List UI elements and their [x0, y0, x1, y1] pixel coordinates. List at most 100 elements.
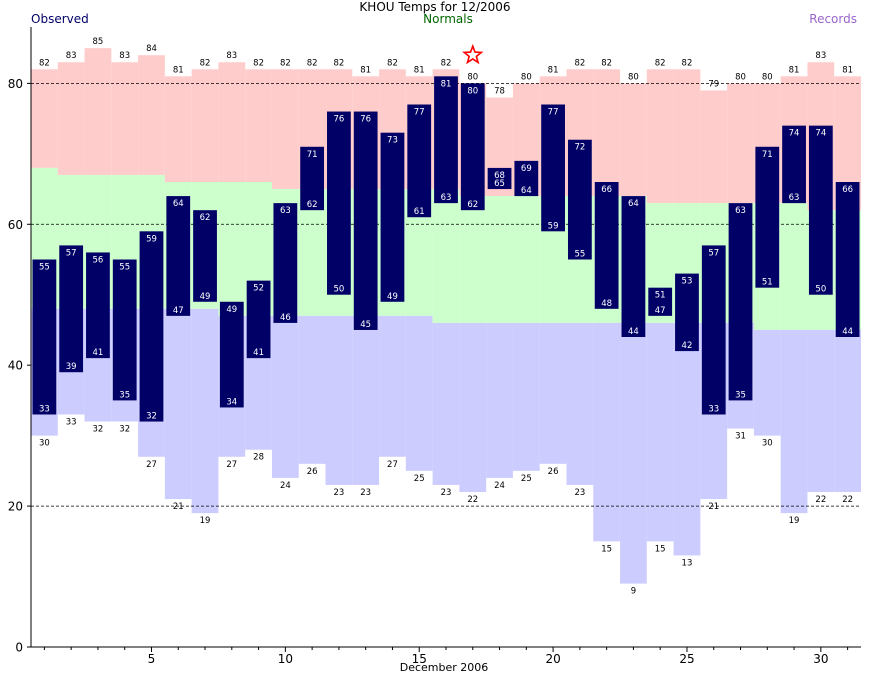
legend-normals: Normals	[423, 12, 473, 26]
record-high-label: 80	[467, 72, 478, 82]
record-high-label: 80	[628, 72, 639, 82]
record-low-band	[432, 322, 460, 485]
x-tick-label: 10	[278, 652, 293, 666]
record-low-label: 23	[333, 488, 344, 498]
observed-low-label: 42	[682, 341, 693, 351]
observed-bar	[728, 203, 753, 401]
record-high-label: 82	[280, 58, 291, 68]
observed-high-label: 73	[387, 136, 398, 146]
observed-low-label: 59	[548, 221, 559, 231]
observed-bar	[327, 111, 351, 295]
observed-bar	[193, 210, 217, 302]
observed-low-label: 32	[146, 412, 157, 422]
observed-high-label: 71	[762, 150, 773, 160]
observed-low-label: 62	[307, 200, 318, 210]
record-low-label: 26	[307, 467, 318, 477]
record-high-label: 83	[815, 51, 826, 61]
observed-high-label: 64	[173, 199, 184, 209]
observed-bar	[514, 160, 539, 197]
observed-bar	[567, 139, 592, 260]
observed-bar	[59, 245, 84, 373]
observed-low-label: 35	[119, 390, 130, 400]
record-low-label: 22	[815, 495, 826, 505]
y-tick-label: 20	[8, 500, 23, 514]
record-low-label: 15	[601, 544, 612, 554]
record-low-label: 13	[682, 558, 693, 568]
record-high-band	[84, 48, 112, 175]
observed-high-label: 52	[253, 284, 264, 294]
record-high-label: 83	[66, 51, 77, 61]
record-high-label: 82	[601, 58, 612, 68]
observed-high-label: 55	[39, 263, 50, 273]
record-high-band	[593, 69, 621, 197]
observed-bar	[648, 287, 673, 316]
observed-low-label: 55	[574, 250, 585, 260]
record-high-label: 79	[708, 79, 719, 89]
record-low-band	[646, 322, 674, 542]
record-high-label: 80	[735, 72, 746, 82]
normal-band	[298, 189, 326, 316]
y-tick-label: 80	[8, 77, 23, 91]
record-high-label: 81	[173, 65, 184, 75]
observed-bar	[353, 111, 378, 330]
observed-bar	[487, 167, 512, 190]
observed-low-label: 63	[441, 193, 452, 203]
observed-high-label: 64	[628, 199, 639, 209]
y-tick-label: 60	[8, 218, 23, 232]
observed-low-label: 41	[93, 348, 104, 358]
record-low-band	[620, 322, 647, 584]
observed-high-label: 74	[815, 129, 826, 139]
observed-high-label: 53	[682, 277, 693, 287]
observed-bar	[32, 259, 57, 415]
observed-bar	[246, 280, 271, 359]
observed-low-label: 65	[494, 179, 505, 189]
observed-low-label: 45	[360, 320, 371, 330]
x-tick-label: 20	[545, 652, 560, 666]
record-high-label: 81	[789, 65, 800, 75]
observed-high-label: 76	[360, 115, 371, 125]
observed-bar	[755, 146, 780, 288]
record-low-label: 32	[119, 425, 130, 435]
record-high-band	[646, 69, 674, 204]
observed-low-label: 33	[708, 405, 719, 415]
observed-low-label: 41	[253, 348, 264, 358]
observed-low-label: 44	[842, 327, 853, 337]
record-low-band	[271, 315, 299, 478]
observed-bar	[782, 125, 806, 204]
observed-high-label: 51	[655, 291, 666, 301]
record-low-label: 28	[253, 453, 264, 463]
observed-high-label: 66	[601, 185, 612, 195]
observed-low-label: 49	[387, 292, 398, 302]
record-low-band	[298, 315, 326, 464]
record-low-label: 21	[708, 502, 719, 512]
observed-low-label: 49	[200, 292, 211, 302]
record-high-band	[31, 69, 58, 168]
record-low-label: 33	[66, 418, 77, 428]
observed-low-label: 47	[655, 306, 666, 316]
observed-low-label: 48	[601, 299, 612, 309]
record-low-band	[379, 315, 406, 457]
record-low-label: 32	[93, 425, 104, 435]
record-high-label: 82	[39, 58, 50, 68]
x-tick-label: 5	[148, 652, 156, 666]
record-low-label: 23	[574, 488, 585, 498]
record-high-label: 82	[253, 58, 264, 68]
observed-high-label: 77	[548, 108, 559, 118]
observed-bar	[166, 196, 191, 316]
record-low-band	[325, 315, 353, 485]
data-label-layer: 55 33 82 30 57 39 83 33 56 41 85 32 55 35 83 32 59 32 84 27…	[39, 37, 853, 596]
record-low-band	[539, 322, 567, 464]
x-tick-label: 30	[813, 652, 828, 666]
observed-bar	[541, 104, 565, 232]
record-high-label: 82	[387, 58, 398, 68]
record-high-band	[218, 62, 246, 182]
observed-bar-layer	[32, 76, 860, 422]
record-high-label: 81	[548, 65, 559, 75]
observed-bar	[460, 83, 485, 211]
record-low-band	[566, 322, 594, 485]
observed-low-label: 35	[735, 390, 746, 400]
observed-high-label: 63	[735, 206, 746, 216]
observed-high-label: 62	[200, 213, 211, 223]
record-high-label: 82	[200, 58, 211, 68]
record-high-label: 78	[494, 86, 505, 96]
